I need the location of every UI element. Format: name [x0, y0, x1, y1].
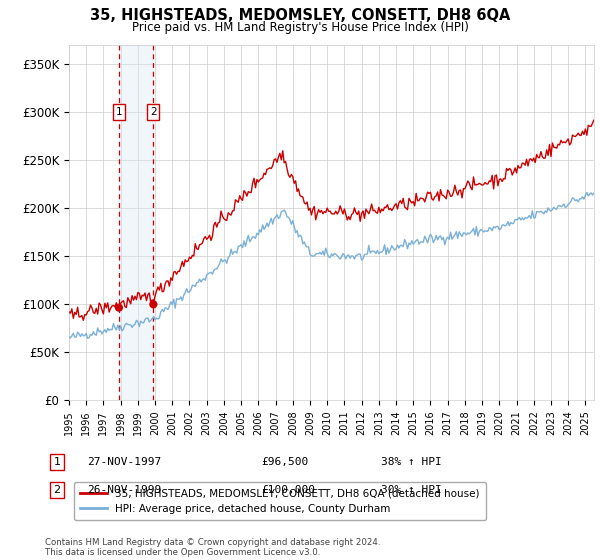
Text: Price paid vs. HM Land Registry's House Price Index (HPI): Price paid vs. HM Land Registry's House … — [131, 21, 469, 34]
Text: Contains HM Land Registry data © Crown copyright and database right 2024.
This d: Contains HM Land Registry data © Crown c… — [45, 538, 380, 557]
Legend: 35, HIGHSTEADS, MEDOMSLEY, CONSETT, DH8 6QA (detached house), HPI: Average price: 35, HIGHSTEADS, MEDOMSLEY, CONSETT, DH8 … — [74, 482, 485, 520]
Point — [114, 303, 124, 312]
Text: 30% ↑ HPI: 30% ↑ HPI — [381, 485, 442, 495]
Text: 27-NOV-1997: 27-NOV-1997 — [87, 457, 161, 467]
Bar — [119, 45, 154, 400]
Text: 2: 2 — [150, 107, 157, 117]
Text: 2: 2 — [53, 485, 61, 495]
Text: 1: 1 — [116, 107, 122, 117]
Text: 38% ↑ HPI: 38% ↑ HPI — [381, 457, 442, 467]
Text: £96,500: £96,500 — [261, 457, 308, 467]
Point — [149, 300, 158, 309]
Text: 1: 1 — [53, 457, 61, 467]
Text: 26-NOV-1999: 26-NOV-1999 — [87, 485, 161, 495]
Text: 35, HIGHSTEADS, MEDOMSLEY, CONSETT, DH8 6QA: 35, HIGHSTEADS, MEDOMSLEY, CONSETT, DH8 … — [90, 8, 510, 24]
Text: £100,000: £100,000 — [261, 485, 315, 495]
